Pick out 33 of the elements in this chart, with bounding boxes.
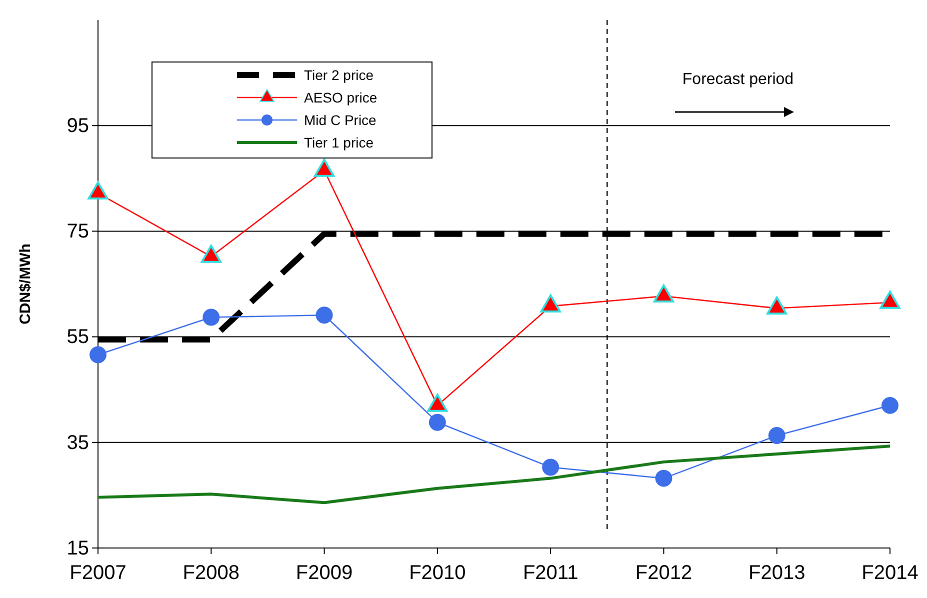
legend-label: Tier 2 price — [304, 67, 374, 83]
y-tick-label: 95 — [66, 115, 89, 137]
legend-label: Tier 1 price — [304, 134, 374, 150]
point — [768, 427, 786, 444]
annotation: Forecast period — [682, 71, 794, 88]
x-tick-label: F2008 — [182, 562, 240, 584]
point — [880, 290, 900, 309]
point — [314, 158, 335, 177]
point — [766, 296, 788, 315]
x-tick-label: F2013 — [748, 562, 806, 584]
point — [88, 181, 108, 200]
point — [428, 414, 446, 431]
y-tick-label: 75 — [66, 220, 89, 243]
x-tick-label: F2010 — [409, 562, 466, 584]
point — [90, 346, 106, 364]
point — [542, 458, 560, 476]
line-series — [96, 444, 892, 504]
y-tick-label: 15 — [66, 537, 89, 560]
point — [882, 396, 898, 414]
point — [655, 470, 672, 487]
x-tick-label: F2009 — [296, 562, 353, 584]
x-tick-label: F2011 — [522, 562, 578, 584]
y-axis-title: CDN$/MWh — [17, 244, 34, 324]
point — [653, 284, 674, 303]
y-tick-label: 35 — [66, 432, 89, 454]
point — [540, 294, 561, 313]
y-tick-label: 55 — [66, 326, 89, 348]
x-tick-label: F2014 — [862, 562, 918, 584]
x-tick-label: F2007 — [70, 562, 126, 584]
legend-label: Mid C Price — [304, 112, 377, 128]
x-tick-label: F2012 — [635, 562, 692, 584]
point — [200, 244, 222, 263]
legend-label: AESO price — [304, 90, 378, 106]
